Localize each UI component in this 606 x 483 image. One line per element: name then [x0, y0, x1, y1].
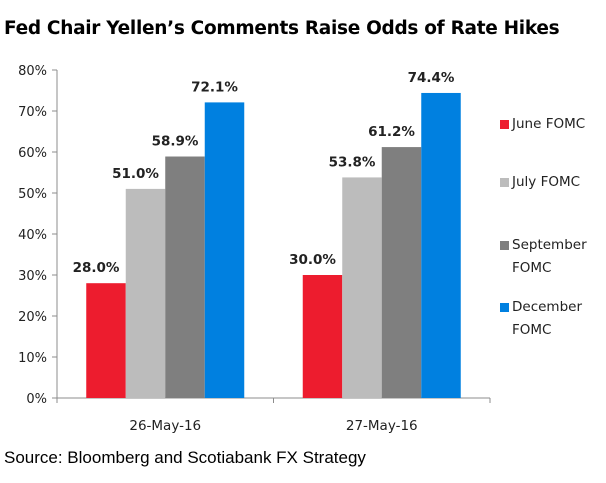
bar-june-fomc [86, 283, 126, 398]
bar-june-fomc [302, 275, 343, 398]
data-label: 74.4% [408, 70, 455, 86]
bar-september-fomc [165, 156, 205, 398]
data-label: 53.8% [329, 154, 376, 170]
bar-september-fomc [381, 147, 422, 398]
y-tick-label: 50% [18, 187, 47, 202]
bar-december-fomc [421, 92, 461, 399]
y-tick-label: 20% [18, 310, 47, 325]
legend-label-june: June FOMC [512, 116, 586, 132]
data-label: 28.0% [73, 260, 120, 276]
x-category-label: 26-May-16 [129, 418, 201, 434]
legend-label-line: September [512, 237, 587, 253]
legend-swatch-december [500, 303, 509, 312]
data-label: 58.9% [152, 134, 199, 150]
legend-label-july: July FOMC [512, 174, 581, 190]
bar-july-fomc [342, 177, 382, 398]
bar-december-fomc [204, 102, 245, 398]
legend-swatch-july [500, 178, 509, 187]
chart-title: Fed Chair Yellen’s Comments Raise Odds o… [4, 18, 560, 39]
y-tick-label: 80% [18, 64, 47, 79]
bar-july-fomc [125, 188, 166, 398]
y-tick-label: 60% [18, 146, 47, 161]
data-label: 30.0% [289, 252, 336, 268]
data-label: 61.2% [368, 124, 415, 140]
data-label: 72.1% [191, 79, 238, 95]
y-tick-label: 40% [18, 228, 47, 243]
legend-label-december: December FOMC [512, 296, 606, 342]
legend-label-september: September FOMC [512, 234, 606, 280]
y-tick-label: 0% [26, 392, 47, 407]
legend-label-line: FOMC [512, 260, 552, 276]
legend-label-line: December [512, 299, 583, 315]
y-tick-label: 10% [18, 351, 47, 366]
y-tick-label: 70% [18, 105, 47, 120]
data-label: 51.0% [112, 166, 159, 182]
y-tick-label: 30% [18, 269, 47, 284]
source-note: Source: Bloomberg and Scotiabank FX Stra… [4, 448, 366, 467]
legend-swatch-june [500, 120, 509, 129]
legend-label-line: FOMC [512, 322, 552, 338]
legend-swatch-september [500, 241, 509, 250]
x-category-label: 27-May-16 [346, 418, 418, 434]
